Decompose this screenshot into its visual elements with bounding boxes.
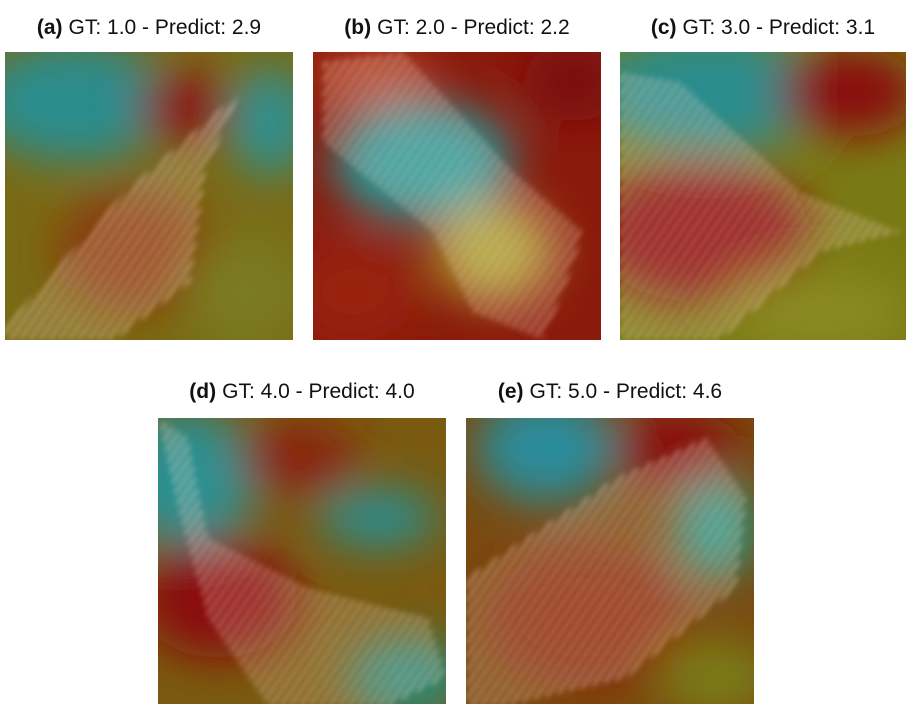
panel-label: (d) bbox=[189, 380, 216, 403]
caption: (c) GT: 3.0 - Predict: 3.1 bbox=[651, 16, 875, 39]
panel-caption: GT: 1.0 - Predict: 2.9 bbox=[69, 16, 262, 39]
panel-label: (b) bbox=[344, 16, 371, 39]
panel-label: (a) bbox=[37, 16, 63, 39]
panel-caption: GT: 5.0 - Predict: 4.6 bbox=[530, 380, 723, 403]
panel-label: (c) bbox=[651, 16, 677, 39]
heatmap-image bbox=[313, 52, 601, 340]
caption: (e) GT: 5.0 - Predict: 4.6 bbox=[498, 380, 722, 403]
heatmap-image bbox=[158, 418, 446, 704]
heatmap-image bbox=[466, 418, 754, 704]
panel-caption: GT: 4.0 - Predict: 4.0 bbox=[222, 380, 415, 403]
caption: (d) GT: 4.0 - Predict: 4.0 bbox=[189, 380, 414, 403]
panel-caption: GT: 3.0 - Predict: 3.1 bbox=[683, 16, 876, 39]
heatmap-image bbox=[5, 52, 293, 340]
heatmap-image bbox=[620, 52, 906, 340]
caption: (a) GT: 1.0 - Predict: 2.9 bbox=[37, 16, 261, 39]
caption: (b) GT: 2.0 - Predict: 2.2 bbox=[344, 16, 569, 39]
panel-caption: GT: 2.0 - Predict: 2.2 bbox=[377, 16, 570, 39]
panel-label: (e) bbox=[498, 380, 524, 403]
